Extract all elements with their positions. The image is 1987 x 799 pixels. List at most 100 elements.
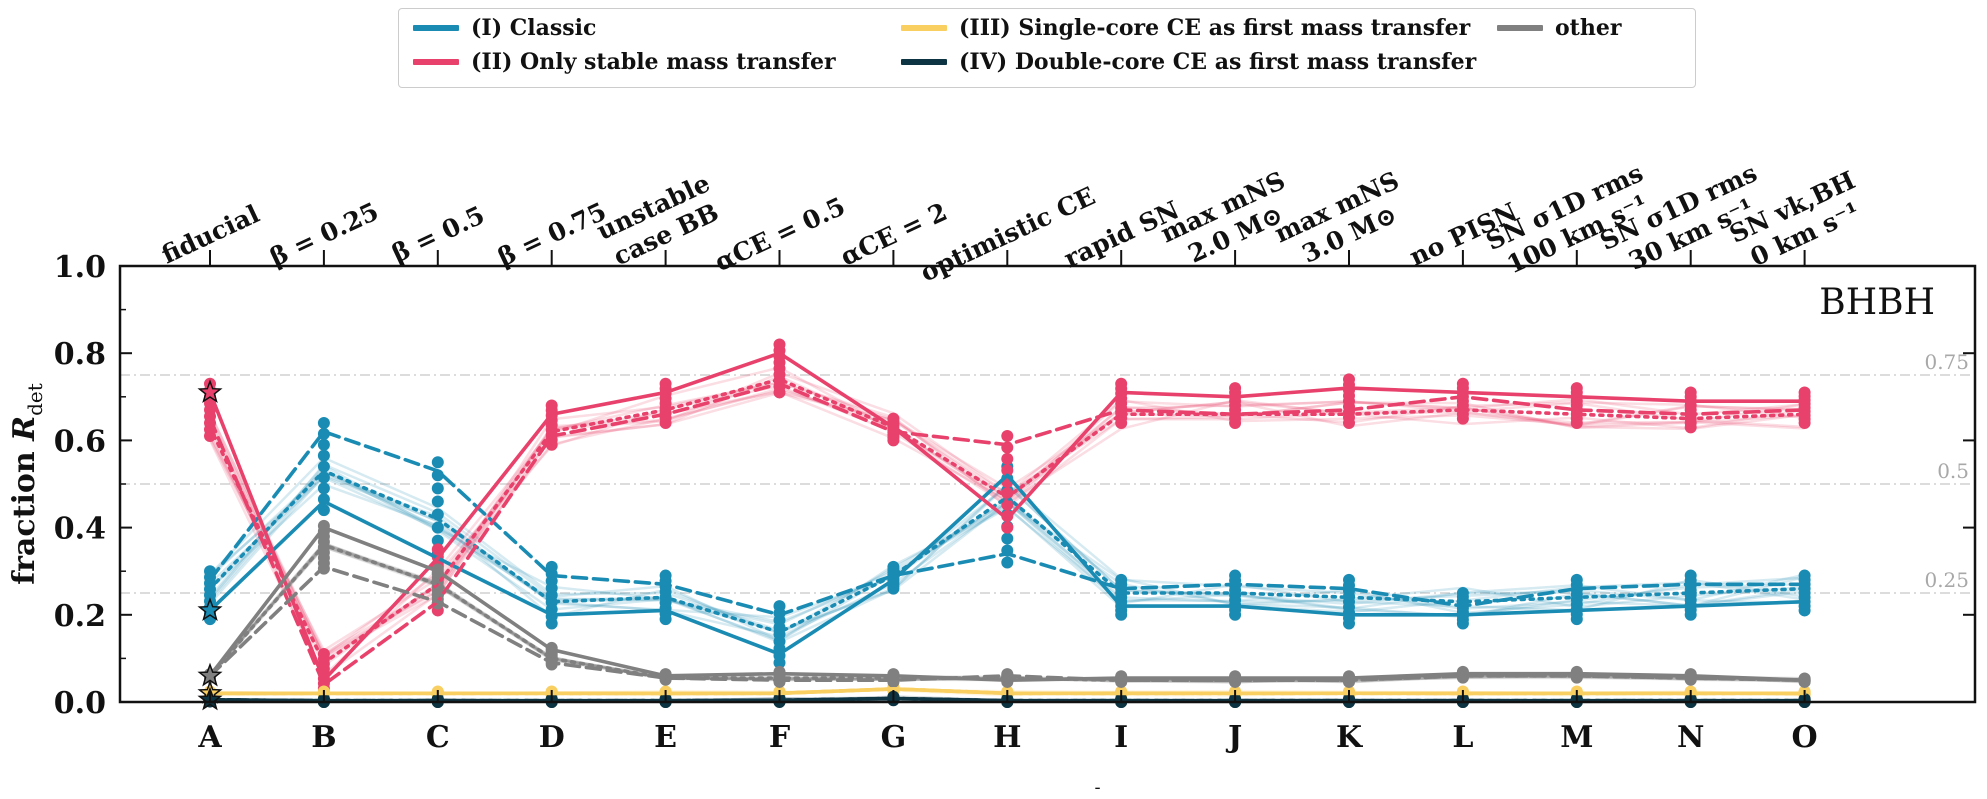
data-marker [317, 471, 330, 484]
legend-item-other: other [1497, 15, 1621, 41]
legend-item-single-core: (III) Single-core CE as first mass trans… [901, 15, 1470, 41]
data-marker [545, 560, 558, 573]
data-marker [1001, 532, 1014, 545]
y-axis-label-symbol: R [7, 416, 42, 442]
data-marker [431, 521, 444, 534]
x-tick-label: L [1452, 720, 1473, 755]
legend-label-single-core: (III) Single-core CE as first mass trans… [959, 15, 1471, 41]
x-tick-label: B [311, 720, 336, 755]
data-marker [317, 438, 330, 451]
legend-label-classic: (I) Classic [471, 15, 597, 41]
x-tick-label: M [1560, 720, 1593, 755]
legend-item-double-core: (IV) Double-core CE as first mass transf… [901, 49, 1476, 75]
data-marker [1798, 569, 1811, 582]
legend-label-stable: (II) Only stable mass transfer [471, 49, 836, 75]
y-axis-label-subscript: det [23, 383, 47, 416]
series-line-dotted [208, 696, 1807, 703]
data-marker [317, 449, 330, 462]
data-marker [1456, 587, 1469, 599]
series-line-dashed [208, 429, 1807, 617]
legend-swatch-classic [413, 25, 459, 31]
y-axis-label: fraction Rdet [7, 383, 47, 585]
data-marker [1570, 382, 1583, 395]
reference-line-label: 0.25 [1924, 568, 1969, 592]
y-tick-label: 0.8 [54, 337, 106, 372]
data-marker [1343, 573, 1355, 586]
x-tick-label: A [197, 720, 222, 755]
fiducial-star [197, 662, 223, 687]
data-marker [1798, 386, 1811, 399]
y-tick-label: 0.0 [54, 686, 106, 721]
fiducial-star [197, 597, 223, 622]
legend-label-other: other [1555, 15, 1622, 41]
series-line-dotted [208, 377, 1807, 665]
x-tick-label: N [1677, 720, 1704, 755]
data-marker [1684, 386, 1697, 399]
x-tick-label: J [1225, 720, 1242, 755]
data-marker [431, 508, 444, 521]
data-marker [773, 600, 786, 613]
data-marker [431, 469, 444, 482]
series-line-dashed [208, 565, 1807, 683]
data-marker [659, 569, 672, 582]
x-tick-label: C [426, 720, 450, 755]
x-tick-label: F [769, 720, 790, 755]
series-line-dashed [208, 381, 1807, 687]
series-line-solid [208, 351, 1807, 683]
x-tick-label: O [1792, 720, 1818, 755]
data-marker [1229, 382, 1242, 395]
data-marker [317, 460, 330, 473]
data-marker [1001, 556, 1014, 569]
data-marker [1115, 573, 1128, 586]
x-tick-label: H [993, 720, 1021, 755]
data-marker [1343, 373, 1355, 386]
data-marker [1115, 377, 1128, 390]
x-tick-label: I [1114, 720, 1128, 755]
legend: (I) Classic (II) Only stable mass transf… [398, 8, 1696, 88]
reference-line-label: 0.5 [1937, 459, 1969, 483]
y-tick-label: 1.0 [54, 250, 106, 285]
reference-line-label: 0.75 [1924, 350, 1969, 374]
y-tick-label: 0.4 [54, 512, 106, 547]
data-marker [431, 456, 444, 469]
data-marker [1570, 573, 1583, 586]
legend-label-double-core: (IV) Double-core CE as first mass transf… [959, 49, 1477, 75]
data-marker [317, 504, 330, 517]
data-marker [317, 416, 330, 429]
data-marker [1001, 498, 1014, 511]
x-tick-label: K [1336, 720, 1363, 755]
data-marker [887, 560, 900, 573]
legend-swatch-stable [413, 59, 459, 65]
legend-swatch-double-core [901, 59, 947, 65]
legend-item-classic: (I) Classic [413, 15, 596, 41]
data-marker [545, 399, 558, 412]
data-marker [1001, 464, 1014, 477]
x-tick-label: G [881, 720, 907, 755]
data-marker [1456, 377, 1469, 390]
x-tick-label: D [539, 720, 565, 755]
data-marker [1001, 452, 1014, 465]
data-marker [659, 377, 672, 390]
y-tick-label: 0.6 [54, 424, 106, 459]
legend-item-stable: (II) Only stable mass transfer [413, 49, 836, 75]
legend-swatch-single-core [901, 25, 947, 31]
data-marker [1001, 430, 1014, 443]
bhbh-annotation: BHBH [1819, 282, 1935, 323]
data-marker [431, 482, 444, 495]
data-marker [1684, 569, 1697, 582]
data-marker [887, 412, 900, 425]
data-marker [317, 482, 330, 495]
data-marker [1229, 569, 1242, 582]
data-marker [773, 338, 786, 351]
series-line-solid [208, 473, 1807, 656]
y-tick-label: 0.2 [54, 599, 106, 634]
x-axis-label: - [1094, 777, 1100, 798]
y-axis-label-main: fraction [7, 441, 42, 585]
series-line-solid [208, 525, 1807, 683]
series-line-dotted [208, 687, 1807, 696]
legend-swatch-other [1497, 25, 1543, 31]
fiducial-star [197, 379, 223, 404]
